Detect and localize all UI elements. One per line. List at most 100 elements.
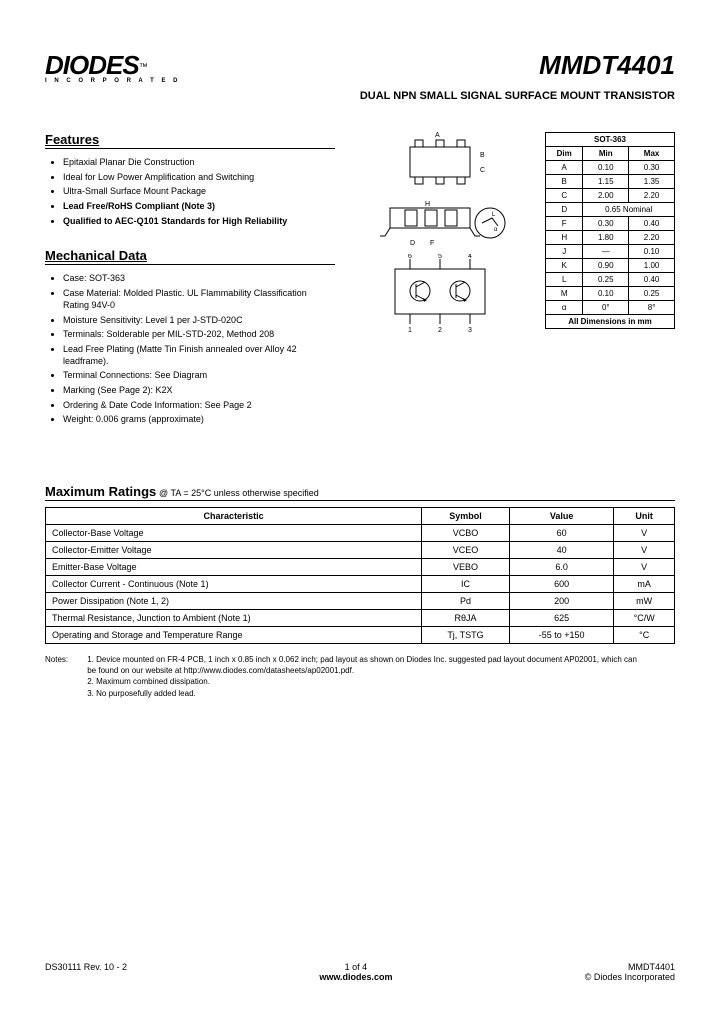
- footer-part: MMDT4401: [585, 962, 675, 972]
- dim-cell: 1.15: [583, 175, 629, 189]
- dim-cell: L: [546, 273, 583, 287]
- ratings-cell: Collector Current - Continuous (Note 1): [46, 576, 422, 593]
- svg-text:4: 4: [468, 254, 472, 260]
- dimensions-column: SOT-363DimMinMaxA0.100.30B1.151.35C2.002…: [545, 132, 675, 429]
- mechanical-title: Mechanical Data: [45, 248, 335, 265]
- ratings-cell: RθJA: [422, 610, 510, 627]
- footer-copyright: © Diodes Incorporated: [585, 972, 675, 982]
- note-item: 3. No purposefully added lead.: [87, 688, 647, 699]
- dim-cell: 2.00: [583, 189, 629, 203]
- dim-cell: K: [546, 259, 583, 273]
- ratings-heading-row: Maximum Ratings @ TA = 25°C unless other…: [45, 484, 675, 501]
- ratings-cell: Pd: [422, 593, 510, 610]
- svg-text:C: C: [480, 167, 485, 174]
- dim-cell: F: [546, 217, 583, 231]
- package-top-view-icon: B C A: [385, 132, 495, 192]
- ratings-cell: °C/W: [614, 610, 675, 627]
- svg-text:6: 6: [408, 254, 412, 260]
- logo-tm: ™: [139, 62, 148, 72]
- main-content-row: Features Epitaxial Planar Die Constructi…: [45, 132, 675, 429]
- svg-text:F: F: [430, 240, 434, 247]
- doc-subtitle: DUAL NPN SMALL SIGNAL SURFACE MOUNT TRAN…: [45, 90, 675, 102]
- mechanical-item: Terminal Connections: See Diagram: [63, 370, 335, 382]
- feature-item: Ultra-Small Surface Mount Package: [63, 186, 335, 198]
- svg-text:D: D: [410, 240, 415, 247]
- ratings-cell: Tj, TSTG: [422, 627, 510, 644]
- mechanical-item: Lead Free Plating (Matte Tin Finish anne…: [63, 344, 335, 367]
- dim-cell: 2.20: [629, 189, 675, 203]
- note-item: 2. Maximum combined dissipation.: [87, 676, 647, 687]
- dim-cell: 0.10: [629, 245, 675, 259]
- svg-text:L: L: [492, 212, 496, 218]
- company-logo: DIODES™ I N C O R P O R A T E D: [45, 50, 180, 84]
- feature-item: Lead Free/RoHS Compliant (Note 3): [63, 201, 335, 213]
- ratings-header: Characteristic: [46, 508, 422, 525]
- mechanical-item: Weight: 0.006 grams (approximate): [63, 414, 335, 426]
- dim-cell: 1.35: [629, 175, 675, 189]
- dim-cell: 2.20: [629, 231, 675, 245]
- dim-cell: 0.90: [583, 259, 629, 273]
- svg-text:H: H: [425, 201, 430, 208]
- ratings-cell: Thermal Resistance, Junction to Ambient …: [46, 610, 422, 627]
- ratings-cell: V: [614, 559, 675, 576]
- ratings-cell: Power Dissipation (Note 1, 2): [46, 593, 422, 610]
- package-diagram-column: B C A H D F L α 654 1: [350, 132, 530, 429]
- ratings-cell: mA: [614, 576, 675, 593]
- page-footer: DS30111 Rev. 10 - 2 1 of 4 www.diodes.co…: [45, 962, 675, 982]
- ratings-cell: °C: [614, 627, 675, 644]
- svg-text:5: 5: [438, 254, 442, 260]
- ratings-cell: Collector-Base Voltage: [46, 525, 422, 542]
- ratings-cell: 60: [509, 525, 614, 542]
- dim-header: Max: [629, 147, 675, 161]
- part-number: MMDT4401: [539, 50, 675, 81]
- dim-cell: 0.10: [583, 161, 629, 175]
- dim-cell: 0.40: [629, 217, 675, 231]
- svg-text:B: B: [480, 152, 485, 159]
- ratings-header: Value: [509, 508, 614, 525]
- dim-cell: 0.10: [583, 287, 629, 301]
- dim-caption: SOT-363: [546, 133, 675, 147]
- footer-right: MMDT4401 © Diodes Incorporated: [585, 962, 675, 982]
- svg-text:A: A: [435, 132, 440, 139]
- dim-cell: M: [546, 287, 583, 301]
- pinout-schematic-icon: 654 123: [380, 254, 500, 334]
- package-side-view-icon: H D F L α: [370, 198, 510, 248]
- mechanical-item: Case: SOT-363: [63, 273, 335, 285]
- svg-text:α: α: [494, 227, 498, 233]
- ratings-cell: VCEO: [422, 542, 510, 559]
- dim-cell: 0.65 Nominal: [583, 203, 675, 217]
- dim-cell: B: [546, 175, 583, 189]
- ratings-cell: V: [614, 542, 675, 559]
- notes-section: Notes: 1. Device mounted on FR-4 PCB, 1 …: [45, 654, 675, 699]
- footer-left: DS30111 Rev. 10 - 2: [45, 962, 127, 982]
- features-list: Epitaxial Planar Die ConstructionIdeal f…: [45, 157, 335, 227]
- mechanical-item: Ordering & Date Code Information: See Pa…: [63, 400, 335, 412]
- footer-page: 1 of 4: [319, 962, 392, 972]
- dim-cell: A: [546, 161, 583, 175]
- header: DIODES™ I N C O R P O R A T E D MMDT4401: [45, 50, 675, 84]
- mechanical-list: Case: SOT-363Case Material: Molded Plast…: [45, 273, 335, 426]
- ratings-header: Symbol: [422, 508, 510, 525]
- ratings-table: CharacteristicSymbolValueUnit Collector-B…: [45, 507, 675, 644]
- dim-cell: 1.00: [629, 259, 675, 273]
- ratings-cell: 200: [509, 593, 614, 610]
- ratings-title: Maximum Ratings: [45, 484, 156, 499]
- left-column: Features Epitaxial Planar Die Constructi…: [45, 132, 335, 429]
- feature-item: Ideal for Low Power Amplification and Sw…: [63, 172, 335, 184]
- dim-cell: 0°: [583, 301, 629, 315]
- ratings-cell: VCBO: [422, 525, 510, 542]
- dim-cell: 0.25: [583, 273, 629, 287]
- ratings-cell: Emitter-Base Voltage: [46, 559, 422, 576]
- dim-cell: 0.25: [629, 287, 675, 301]
- features-title: Features: [45, 132, 335, 149]
- ratings-cell: VEBO: [422, 559, 510, 576]
- mechanical-item: Marking (See Page 2): K2X: [63, 385, 335, 397]
- dim-cell: α: [546, 301, 583, 315]
- ratings-header: Unit: [614, 508, 675, 525]
- logo-text: DIODES: [45, 50, 139, 80]
- notes-label: Notes:: [45, 654, 85, 665]
- dim-cell: C: [546, 189, 583, 203]
- ratings-cell: -55 to +150: [509, 627, 614, 644]
- dim-cell: 0.30: [583, 217, 629, 231]
- dim-cell: 8°: [629, 301, 675, 315]
